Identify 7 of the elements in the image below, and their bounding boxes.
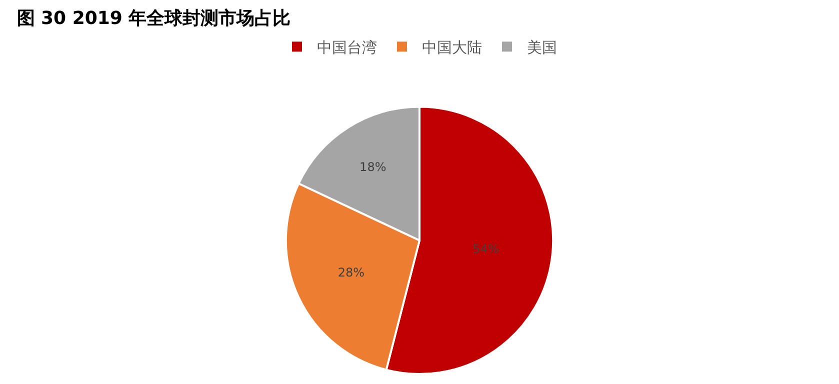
data-label: 28% [338, 266, 365, 280]
legend-label: 中国台湾 [317, 38, 377, 56]
data-label: 18% [360, 160, 386, 174]
legend-label: 中国大陆 [422, 38, 482, 56]
data-label: 54% [472, 242, 500, 256]
chart-title: 图 30 2019 年全球封测市场占比 [16, 8, 291, 30]
legend-label: 美国 [527, 38, 557, 56]
